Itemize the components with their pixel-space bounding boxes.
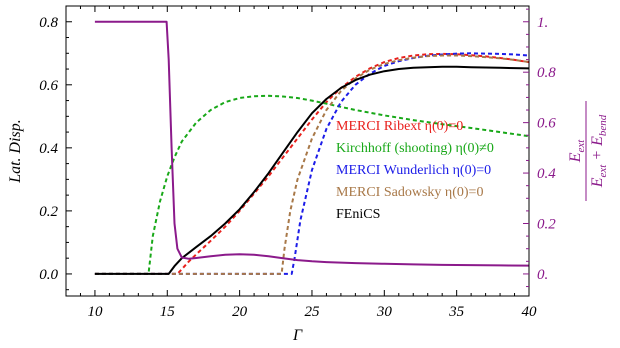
x-tick-label: 20 xyxy=(232,304,248,320)
series-line-5 xyxy=(94,65,530,275)
y2-den-sub-b: bend xyxy=(597,114,609,136)
series-line-6 xyxy=(94,20,530,267)
y2-tick-label: 0.2 xyxy=(537,217,556,233)
y-tick-label: 0.0 xyxy=(39,267,58,283)
y2-tick-label: 0.6 xyxy=(537,116,556,132)
series-line-1 xyxy=(94,52,530,275)
y-tick-label: 0.8 xyxy=(39,15,58,31)
series-line-4 xyxy=(94,54,530,275)
y2-tick-label: 0.8 xyxy=(537,65,556,81)
x-tick-label: 40 xyxy=(522,304,538,320)
legend-entry: Kirchhoff (shooting) η(0)≠0 xyxy=(336,141,494,156)
legend-entry: FEniCS xyxy=(336,207,380,222)
chart-marks xyxy=(94,20,530,275)
y2-tick-label: 1. xyxy=(537,15,548,31)
y-axis-title: Lat. Disp. xyxy=(7,119,24,184)
y2-den-symbol-b: E xyxy=(589,136,606,147)
axis-ticks: 10 15 20 25 30 35 40 0.0 0.2 0.4 0.6 0.8 0. 0.2 0.4 0.6… xyxy=(39,6,556,320)
y2-axis-title: Eext Eext + Ebend xyxy=(567,101,609,201)
x-tick-label: 25 xyxy=(304,304,320,320)
y-tick-label: 0.2 xyxy=(39,204,58,220)
series-line-3 xyxy=(94,52,530,275)
y2-den-sub-a: ext xyxy=(597,164,609,178)
legend-entry: MERCI Ribext η(0)=0 xyxy=(336,119,463,134)
x-tick-label: 30 xyxy=(376,304,393,320)
y2-tick-label: 0.4 xyxy=(537,166,556,182)
y-tick-label: 0.4 xyxy=(39,141,58,157)
y2-title-numerator: Eext xyxy=(567,139,587,164)
y-tick-label: 0.6 xyxy=(39,78,58,94)
legend-entry: MERCI Wunderlich η(0)=0 xyxy=(336,163,491,178)
x-axis-title: Γ xyxy=(292,327,303,344)
series-line-2 xyxy=(94,94,530,275)
legend-entry: MERCI Sadowsky η(0)=0 xyxy=(336,185,483,200)
y2-den-symbol-a: E xyxy=(589,177,606,188)
x-tick-label: 35 xyxy=(448,304,465,320)
y2-num-symbol: E xyxy=(567,152,584,163)
y2-den-plus: + xyxy=(589,146,606,165)
x-tick-label: 10 xyxy=(87,304,103,320)
legend: MERCI Ribext η(0)=0 Kirchhoff (shooting) … xyxy=(336,119,494,222)
x-tick-label: 15 xyxy=(160,304,176,320)
y2-title-denominator: Eext + Ebend xyxy=(589,114,609,188)
y2-tick-label: 0. xyxy=(537,267,548,283)
y2-num-sub: ext xyxy=(575,139,587,153)
